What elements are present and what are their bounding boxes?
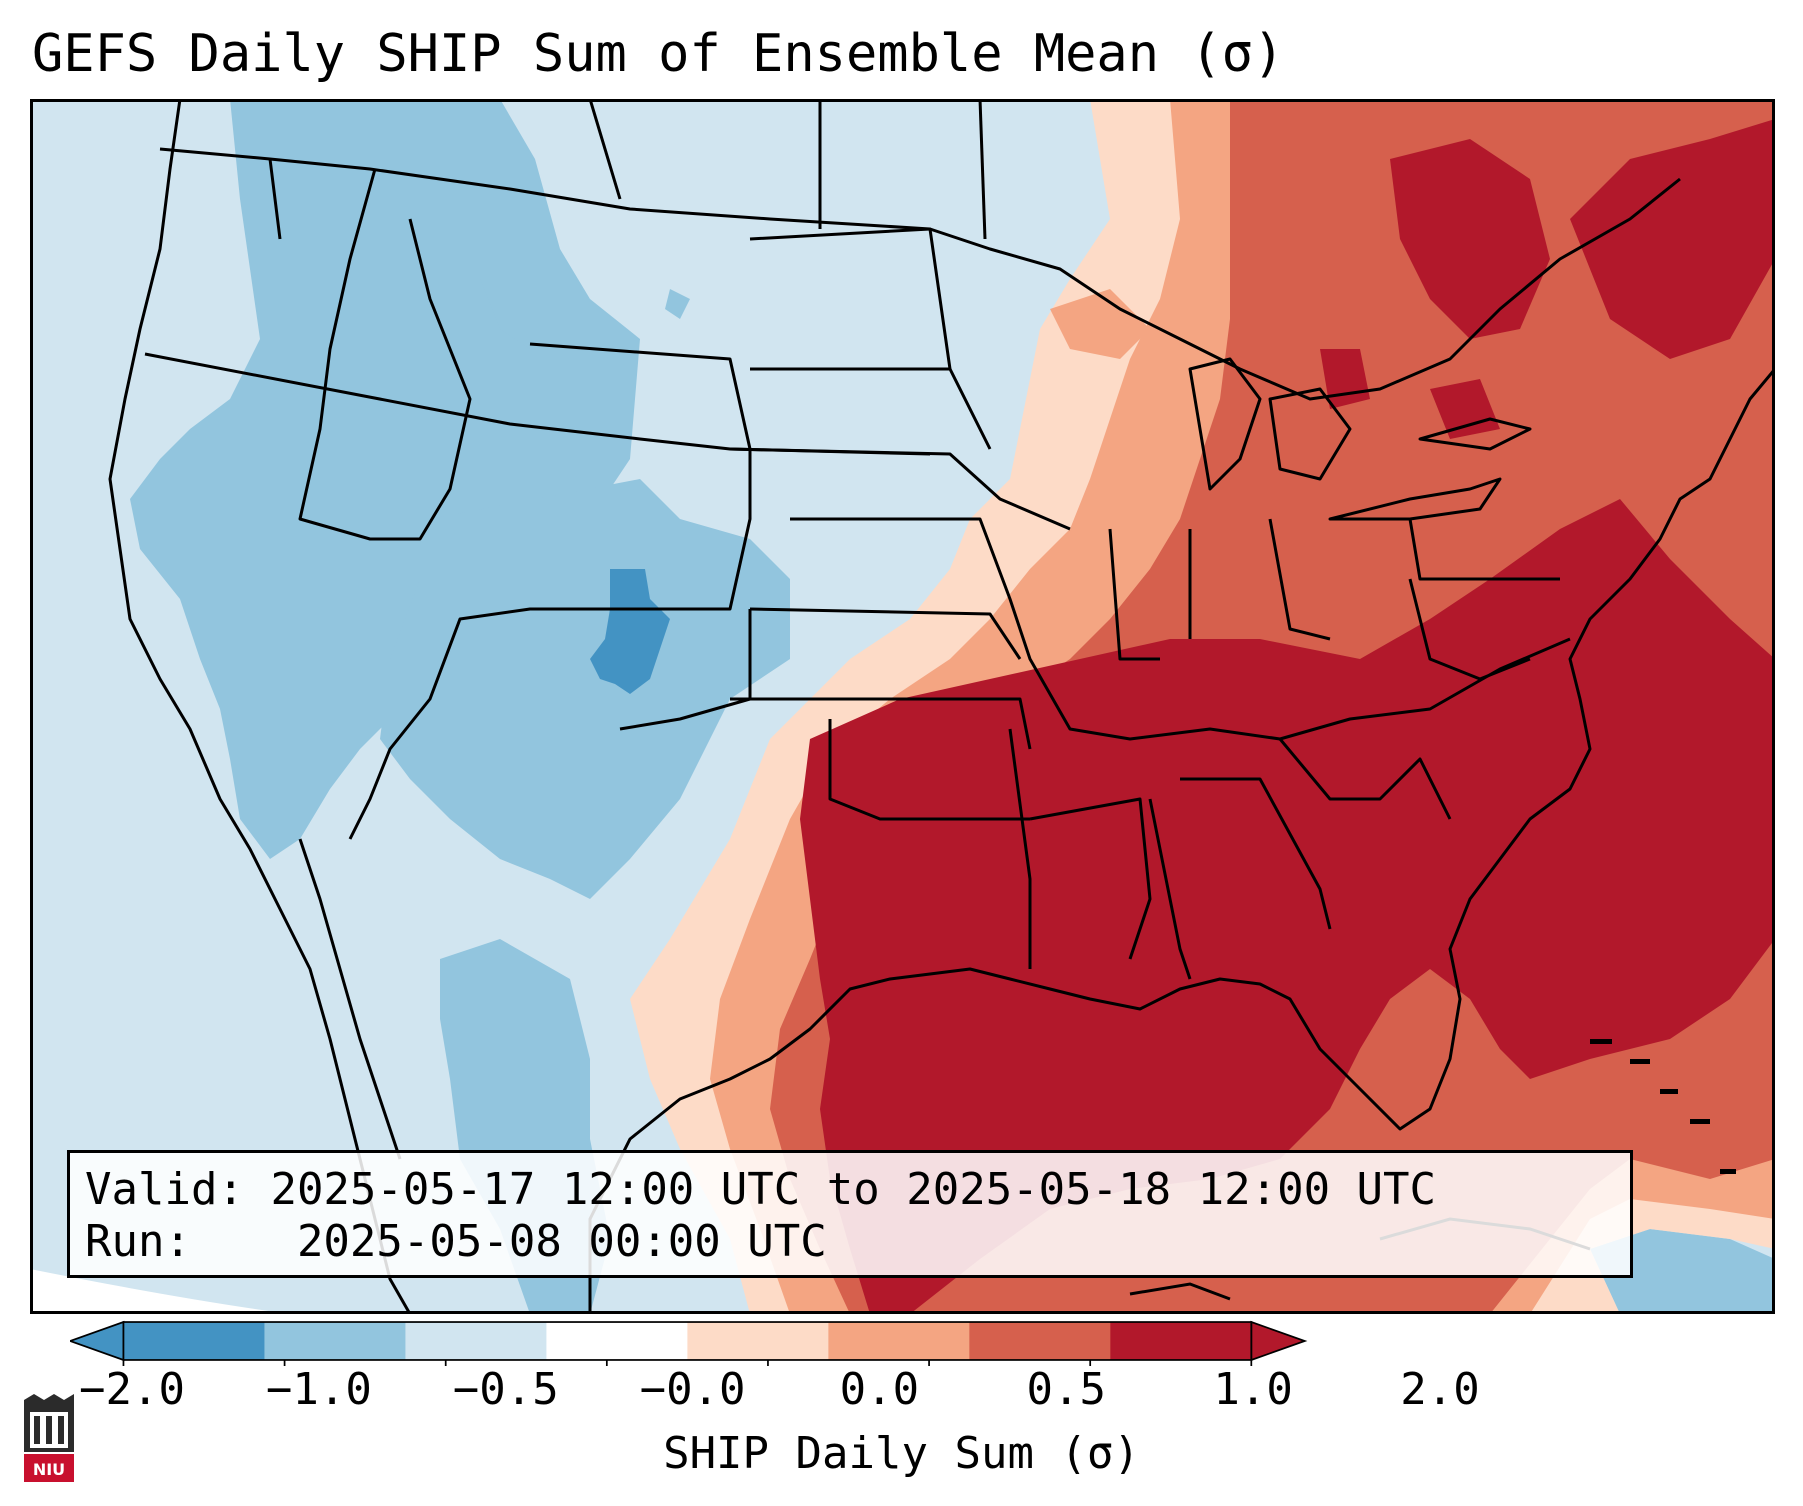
valid-line: Valid: 2025-05-17 12:00 UTC to 2025-05-1… [85, 1163, 1436, 1217]
map-svg [30, 99, 1775, 1314]
colorbar-tick-label: −2.0 [79, 1364, 185, 1415]
colorbar-label: SHIP Daily Sum (σ) [663, 1428, 1140, 1479]
colorbar-segment [828, 1322, 970, 1360]
strongest-positive-regions [800, 139, 1775, 1314]
colorbar-segment [969, 1322, 1111, 1360]
map-panel [30, 99, 1775, 1314]
run-label: Run: [85, 1216, 191, 1267]
valid-label: Valid: [85, 1164, 244, 1215]
colorbar-segment [546, 1322, 688, 1360]
chart-title: GEFS Daily SHIP Sum of Ensemble Mean (σ) [32, 24, 1285, 84]
colorbar-segment [264, 1322, 406, 1360]
niu-logo-icon: NIU [24, 1394, 74, 1482]
bahamas-islands [1590, 1039, 1736, 1174]
projection-edge [30, 1269, 290, 1314]
colorbar [70, 1320, 1308, 1366]
colorbar-tick-label: 1.0 [1213, 1364, 1293, 1415]
colorbar-segment [405, 1322, 547, 1360]
run-line: Run: 2025-05-08 00:00 UTC [85, 1215, 827, 1269]
logo-text: NIU [33, 1460, 65, 1479]
state-borders [108, 99, 1775, 1314]
valid-value: 2025-05-17 12:00 UTC to 2025-05-18 12:00… [270, 1164, 1437, 1215]
colorbar-tick-label: −0.5 [452, 1364, 559, 1415]
colorbar-extend-low [70, 1320, 125, 1362]
negative-anomaly-regions [130, 99, 1775, 1314]
colorbar-segment [687, 1322, 829, 1360]
validity-info-box: Valid: 2025-05-17 12:00 UTC to 2025-05-1… [67, 1150, 1633, 1278]
colorbar-tick-label: 0.5 [1026, 1364, 1107, 1415]
colorbar-tick-label: 0.0 [839, 1364, 920, 1415]
colorbar-segment [123, 1322, 265, 1360]
colorbar-tick-label: −1.0 [265, 1364, 372, 1415]
colorbar-tick-label: −0.0 [639, 1364, 746, 1415]
run-value: 2025-05-08 00:00 UTC [296, 1216, 827, 1267]
map-border [30, 99, 1775, 1314]
colorbar-segment [1110, 1322, 1252, 1360]
colorbar-extend-high [1250, 1320, 1308, 1362]
colorbar-tick-label: 2.0 [1400, 1364, 1480, 1415]
strong-negative-pocket [590, 569, 670, 694]
